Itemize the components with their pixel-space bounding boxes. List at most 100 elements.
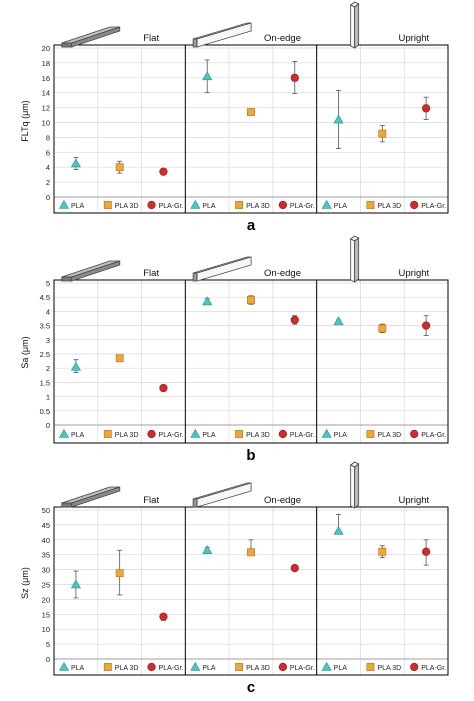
legend-label: PLA 3D [115, 432, 139, 439]
y-tick-label: 0 [46, 193, 50, 202]
plot-frame [53, 44, 449, 214]
group-title: Upright [399, 268, 430, 279]
y-tick-label: 10 [42, 119, 50, 128]
legend-label: PLA-Gr. [159, 432, 184, 439]
y-tick-label: 14 [42, 89, 50, 98]
group-title: Upright [399, 33, 430, 44]
chart-panel-b: 0 0.5 1 1.5 2 2.5 3 3.5 4 4.5 5 Flat On-edge Upright S… [20, 235, 449, 464]
on-edge-specimen-icon [192, 256, 252, 282]
data-point-pla [333, 316, 344, 326]
y-tick-label: 5 [46, 640, 50, 649]
legend-marker-pla-3d [366, 663, 375, 671]
data-point-pla [70, 361, 81, 371]
on-edge-specimen-icon [192, 482, 252, 508]
y-axis-label: Sa (μm) [20, 336, 30, 368]
legend-marker-pla-3d [366, 201, 375, 209]
data-point-pla-3d [247, 108, 255, 116]
legend-marker-pla-3d [366, 430, 375, 438]
data-point-pla [202, 545, 213, 555]
flat-specimen-icon [61, 260, 121, 282]
legend-marker-pla [321, 428, 332, 438]
legend-label: PLA 3D [246, 432, 270, 439]
group-title: Flat [143, 495, 159, 506]
data-point-pla-3d [247, 548, 255, 557]
y-tick-label: 4 [46, 163, 50, 172]
data-point-pla-gr- [159, 383, 168, 393]
legend-label: PLA [334, 665, 348, 672]
data-point-pla [202, 296, 213, 306]
y-axis-label: Sz (μm) [20, 567, 30, 599]
legend-marker-pla-gr- [147, 662, 156, 672]
legend-marker-pla-gr- [278, 662, 287, 672]
legend-label: PLA-Gr. [421, 432, 446, 439]
data-point-pla-3d [115, 569, 124, 578]
panel-label: c [247, 679, 255, 696]
legend-label: PLA [202, 665, 216, 672]
legend-marker-pla-3d [235, 663, 244, 671]
legend-label: PLA 3D [377, 432, 401, 439]
data-point-pla [333, 114, 344, 124]
legend-label: PLA [71, 203, 85, 210]
data-point-pla [70, 158, 81, 168]
panel-label: b [246, 447, 255, 464]
y-axis-label: FLTq (μm) [20, 100, 30, 142]
group-title: On-edge [264, 495, 301, 506]
legend-marker-pla-3d [235, 430, 244, 438]
flat-specimen-icon [61, 486, 121, 508]
y-tick-label: 1 [46, 393, 50, 402]
legend-label: PLA-Gr. [421, 203, 446, 210]
legend-marker-pla [321, 199, 332, 209]
legend-label: PLA [334, 432, 348, 439]
data-point-pla-3d [247, 296, 255, 304]
legend-marker-pla-3d [235, 201, 244, 209]
legend-label: PLA-Gr. [290, 203, 315, 210]
legend-marker-pla [190, 661, 201, 671]
legend-label: PLA 3D [377, 665, 401, 672]
y-tick-label: 50 [42, 506, 50, 515]
y-tick-label: 6 [46, 148, 50, 157]
legend-marker-pla-gr- [410, 429, 419, 439]
legend-label: PLA [202, 432, 216, 439]
legend-marker-pla-gr- [278, 200, 287, 210]
group-title: Upright [399, 495, 430, 506]
legend-label: PLA 3D [246, 203, 270, 210]
plot-frame [53, 506, 449, 676]
group-title: On-edge [264, 33, 301, 44]
legend-marker-pla-gr- [410, 200, 419, 210]
y-tick-label: 3 [46, 336, 50, 345]
data-point-pla-3d [115, 163, 124, 172]
data-point-pla-3d [378, 129, 387, 138]
legend-label: PLA [71, 665, 85, 672]
legend-marker-pla [321, 661, 332, 671]
y-tick-label: 40 [42, 536, 50, 545]
upright-specimen-icon [349, 235, 360, 283]
y-tick-label: 3.5 [40, 322, 50, 331]
legend-marker-pla-gr- [147, 429, 156, 439]
y-tick-label: 2 [46, 178, 50, 187]
group-title: Flat [143, 33, 159, 44]
legend-marker-pla [190, 199, 201, 209]
data-point-pla [70, 579, 81, 589]
legend-label: PLA 3D [115, 665, 139, 672]
data-point-pla-3d [378, 324, 387, 333]
on-edge-specimen-icon [192, 22, 252, 48]
y-tick-label: 16 [42, 74, 50, 83]
data-point-pla-3d [378, 547, 387, 556]
legend-marker-pla [58, 428, 70, 438]
data-point-pla-gr- [422, 547, 431, 556]
group-title: Flat [143, 268, 159, 279]
legend-marker-pla-3d [103, 201, 112, 209]
data-point-pla-gr- [290, 564, 299, 573]
y-tick-label: 20 [42, 595, 50, 604]
y-tick-label: 0 [46, 655, 50, 664]
y-tick-label: 10 [42, 625, 50, 634]
data-point-pla-gr- [159, 612, 168, 621]
data-point-pla-gr- [159, 167, 168, 176]
legend-label: PLA-Gr. [290, 432, 315, 439]
legend-label: PLA [334, 203, 348, 210]
y-tick-label: 4 [46, 307, 50, 316]
y-tick-label: 0 [46, 421, 50, 430]
y-tick-label: 0.5 [40, 407, 50, 416]
legend-label: PLA-Gr. [159, 665, 184, 672]
